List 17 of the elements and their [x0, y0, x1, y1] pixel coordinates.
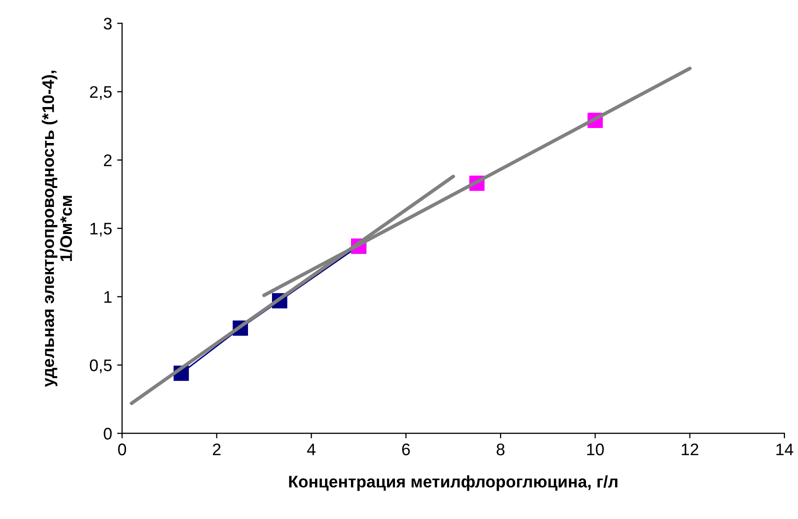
x-tick-label: 10: [587, 444, 604, 456]
y-tick-label: 0,5: [90, 359, 112, 374]
y-tick-label: 2,5: [90, 86, 112, 100]
x-tick-label: 14: [776, 444, 794, 456]
y-tick-label: 1,5: [90, 222, 112, 237]
x-tick-label: 6: [402, 444, 410, 456]
x-tick-label: 0: [118, 444, 126, 456]
y-tick-label: 1: [104, 291, 112, 303]
x-tick-label: 12: [682, 444, 698, 456]
y-axis-title: удельная электропроводность (*10-4), 1/Ом*см: [42, 70, 72, 387]
y-tick-label: 3: [104, 18, 112, 30]
y-tick-label: 2: [104, 154, 112, 166]
x-tick-label: 4: [307, 444, 316, 456]
y-tick-label: 0: [104, 428, 112, 440]
x-tick-label: 2: [212, 444, 221, 456]
x-axis-title: Концентрация метилфлороглюцина, г/л: [289, 475, 618, 491]
x-tick-label: 8: [496, 444, 504, 456]
